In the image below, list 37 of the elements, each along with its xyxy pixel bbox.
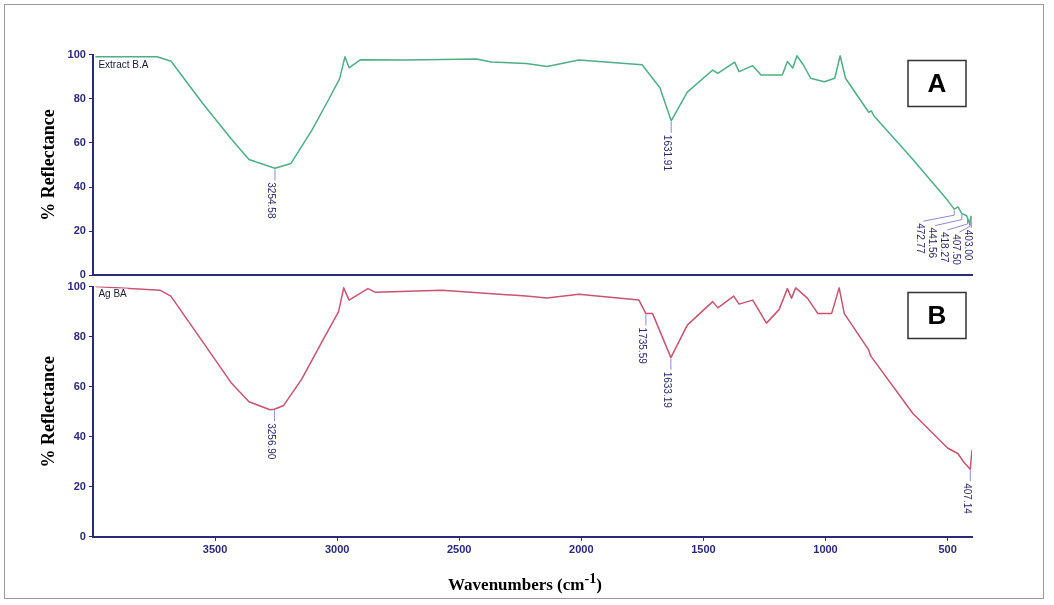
series-label: Extract B.A [98, 58, 149, 70]
x-tick-label: 3000 [324, 543, 350, 556]
annotation: 418.27 [938, 231, 950, 264]
annotation: 3254.58 [266, 182, 278, 219]
y-tick-label: 100 [67, 279, 86, 292]
x-tick-label: 2500 [446, 543, 472, 556]
y-tick-label: 0 [79, 529, 86, 542]
annotation: 403.00 [962, 229, 974, 261]
y-tick-label: 100 [67, 47, 86, 60]
y-tick-label: 60 [73, 379, 86, 392]
x-tick-label: 3500 [202, 543, 228, 556]
y-tick-label: 0 [79, 268, 86, 281]
annotation: 407.14 [961, 483, 973, 515]
annotation: 441.56 [926, 227, 938, 259]
series-label: Ag BA [98, 288, 128, 300]
x-tick-label: 2000 [569, 543, 594, 556]
annotation: B [927, 299, 947, 330]
annotation: 1735.59 [637, 327, 649, 365]
x-tick-label: 1000 [813, 543, 838, 556]
y-tick-label: 80 [73, 91, 86, 104]
x-tick-label: 500 [938, 543, 957, 556]
y-tick-label: 80 [73, 329, 86, 342]
annotation: 472.77 [914, 223, 926, 255]
y-tick-label: 40 [73, 429, 86, 442]
annotation: 1631.91 [662, 134, 674, 172]
annotation: 1633.19 [662, 371, 674, 409]
annotation: 3256.90 [265, 423, 277, 460]
y-tick-label: 20 [73, 224, 86, 237]
annotation: 407.50 [950, 234, 962, 266]
y-tick-label: 40 [73, 180, 86, 193]
y-axis-title: % Reflectance [38, 355, 59, 468]
x-tick-label: 1500 [691, 543, 716, 556]
y-tick-label: 20 [73, 479, 86, 492]
x-axis-title: Wavenumbers (cm$^{-1}$) [447, 570, 603, 595]
annotation: A [927, 67, 947, 98]
y-tick-label: 60 [73, 135, 86, 148]
y-axis-title: % Reflectance [38, 109, 59, 221]
